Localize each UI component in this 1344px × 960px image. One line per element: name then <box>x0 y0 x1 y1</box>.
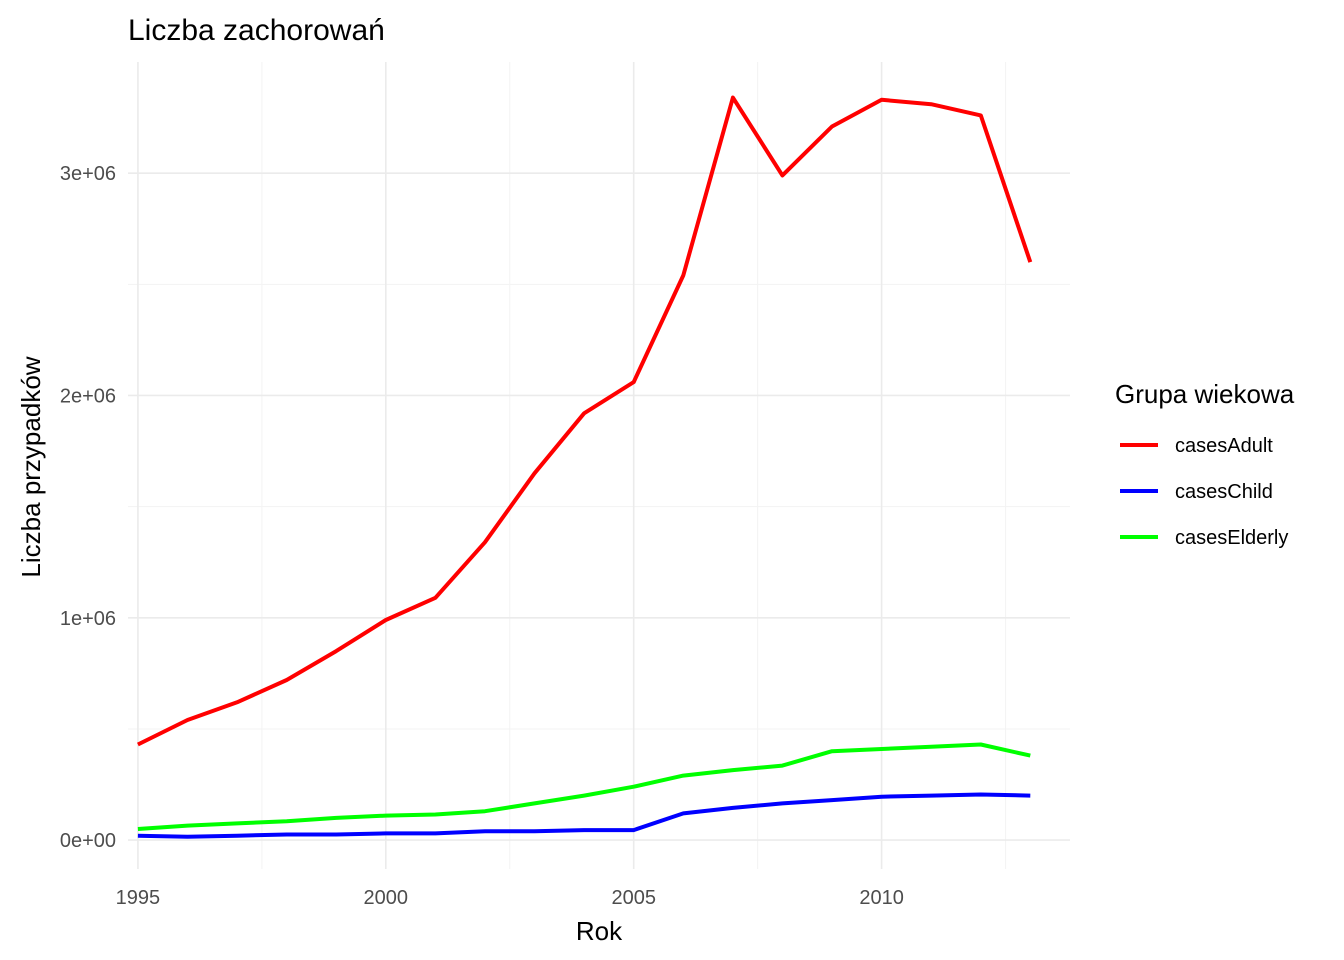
legend-title: Grupa wiekowa <box>1115 379 1295 409</box>
series-line-casesChild <box>137 792 1031 839</box>
x-axis-title: Rok <box>576 916 623 946</box>
legend-items: casesAdult casesChild casesElderly <box>1120 435 1288 549</box>
x-axis-ticks: 1995 2000 2005 2010 <box>116 887 904 909</box>
plot-grid <box>128 62 1070 869</box>
y-tick-label: 3e+06 <box>60 163 116 185</box>
x-tick-label: 2005 <box>611 887 656 909</box>
y-axis-title: Liczba przypadków <box>16 356 46 577</box>
chart-title: Liczba zachorowań <box>128 14 385 47</box>
legend: Grupa wiekowa casesAdult casesChild casesE… <box>1115 379 1295 549</box>
y-tick-label: 0e+00 <box>60 830 116 852</box>
y-tick-label: 2e+06 <box>60 385 116 407</box>
x-tick-label: 2010 <box>859 887 904 909</box>
series-lines <box>137 95 1033 839</box>
legend-label-casesElderly: casesElderly <box>1175 527 1288 549</box>
y-tick-label: 1e+06 <box>60 608 116 630</box>
y-axis-ticks: 0e+00 1e+06 2e+06 3e+06 <box>60 163 116 852</box>
x-tick-label: 1995 <box>116 887 161 909</box>
legend-label-casesChild: casesChild <box>1175 481 1273 503</box>
legend-label-casesAdult: casesAdult <box>1175 435 1273 457</box>
series-line-casesElderly <box>137 742 1031 831</box>
x-tick-label: 2000 <box>364 887 409 909</box>
series-line-casesAdult <box>137 95 1033 747</box>
